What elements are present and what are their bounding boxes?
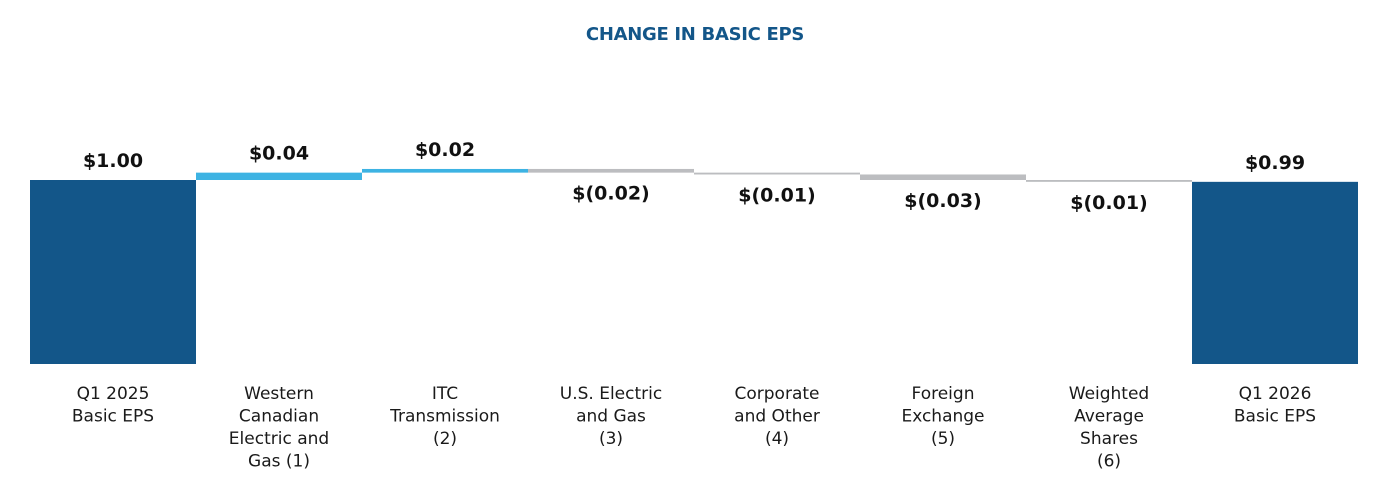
category-label-4: U.S. Electric and Gas (3): [560, 384, 662, 449]
category-label-3: ITC Transmission (2): [389, 384, 500, 449]
category-label-6: Foreign Exchange (5): [901, 384, 984, 449]
bar-1-total: [30, 180, 196, 364]
bar-2-increase: [196, 172, 362, 180]
value-label-2: $0.04: [249, 143, 309, 165]
category-label-7: Weighted Average Shares (6): [1069, 384, 1149, 472]
bar-3-increase: [362, 168, 528, 173]
value-label-3: $0.02: [415, 139, 475, 161]
category-label-1: Q1 2025 Basic EPS: [72, 384, 154, 427]
value-label-4: $(0.02): [572, 183, 649, 205]
category-label-2: Western Canadian Electric and Gas (1): [229, 384, 329, 472]
value-label-1: $1.00: [83, 150, 143, 172]
category-label-8: Q1 2026 Basic EPS: [1234, 384, 1316, 427]
bar-8-total: [1192, 181, 1358, 364]
chart-title: CHANGE IN BASIC EPS: [585, 24, 805, 45]
value-label-7: $(0.01): [1070, 192, 1147, 214]
bar-4-decrease: [528, 168, 694, 173]
bar-5-decrease: [694, 172, 860, 175]
value-label-8: $0.99: [1245, 152, 1305, 174]
bar-6-decrease: [860, 174, 1026, 180]
value-label-5: $(0.01): [738, 184, 815, 206]
bar-7-decrease: [1026, 180, 1192, 182]
value-label-6: $(0.03): [904, 190, 981, 212]
category-label-5: Corporate and Other (4): [734, 384, 820, 449]
